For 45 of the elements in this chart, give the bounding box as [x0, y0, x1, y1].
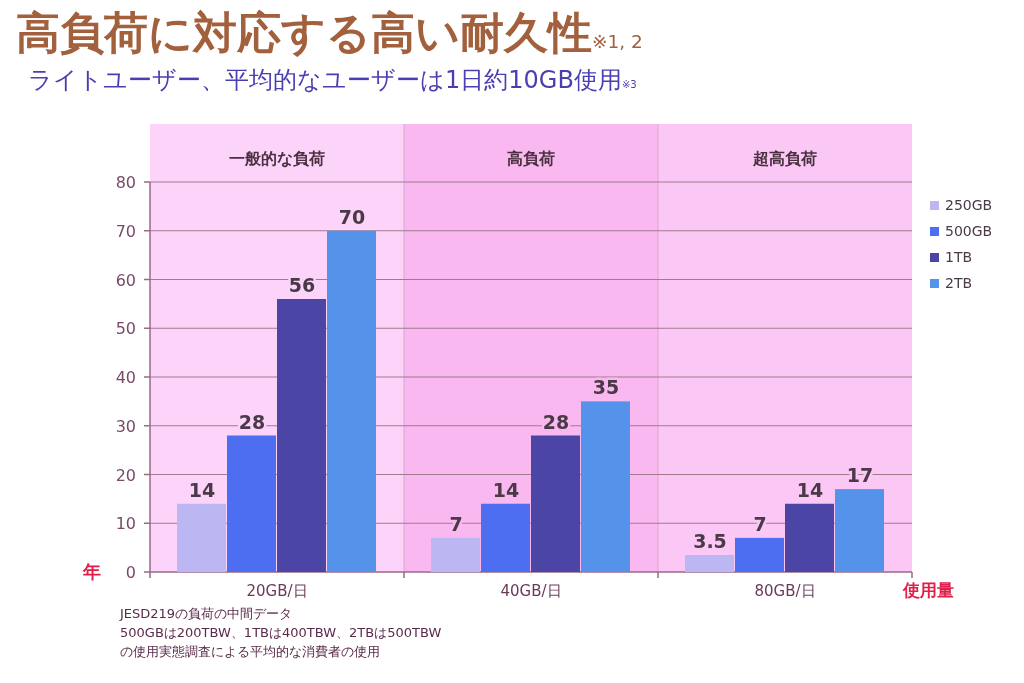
x-tick-label: 80GB/日 [754, 582, 816, 600]
y-tick-label: 0 [125, 563, 136, 582]
bar [227, 435, 276, 572]
bar [785, 503, 834, 572]
x-tick-label: 40GB/日 [500, 582, 562, 600]
legend-label: 1TB [945, 249, 973, 265]
data-label: 14 [492, 478, 520, 501]
bar [735, 537, 784, 572]
band-label: 一般的な負荷 [229, 149, 325, 168]
y-tick-label: 10 [115, 514, 136, 534]
y-tick-label: 70 [115, 221, 136, 241]
bar [835, 489, 884, 572]
band-label: 超高負荷 [752, 149, 817, 168]
bar [431, 537, 480, 572]
data-label: 14 [188, 478, 216, 501]
data-label: 35 [592, 376, 620, 399]
y-tick-label: 60 [115, 270, 136, 290]
y-tick-label: 40 [115, 368, 136, 387]
bar [177, 503, 226, 572]
y-tick-label: 20 [115, 465, 136, 485]
legend-label: 2TB [945, 275, 973, 291]
y-tick-label: 50 [115, 319, 136, 339]
data-label: 7 [449, 512, 463, 535]
bar [531, 435, 580, 572]
y-axis-title: 年 [82, 561, 101, 582]
data-label: 14 [796, 478, 824, 501]
x-axis-title: 使用量 [902, 580, 954, 600]
band-label: 高負荷 [507, 149, 555, 168]
x-tick-label: 20GB/日 [246, 582, 308, 600]
data-label: 28 [542, 410, 570, 433]
data-label: 28 [238, 410, 266, 433]
bar [685, 554, 734, 572]
bar [277, 299, 326, 572]
bar [327, 230, 376, 572]
data-label: 56 [288, 274, 316, 296]
bar [481, 503, 530, 572]
data-label: 3.5 [693, 529, 727, 552]
notes: JESD219の負荷の中間データ 500GBは200TBW、1TBは400TBW、2TBは500TBW の使用実態調査による平均的な消費者の使用 [120, 606, 442, 659]
y-tick-label: 30 [115, 416, 136, 436]
legend-label: 250GB [945, 197, 993, 213]
bar [581, 401, 630, 572]
data-label: 70 [338, 205, 366, 228]
y-tick-label: 80 [115, 173, 136, 192]
legend-label: 500GB [945, 223, 993, 239]
data-label: 7 [753, 512, 767, 535]
